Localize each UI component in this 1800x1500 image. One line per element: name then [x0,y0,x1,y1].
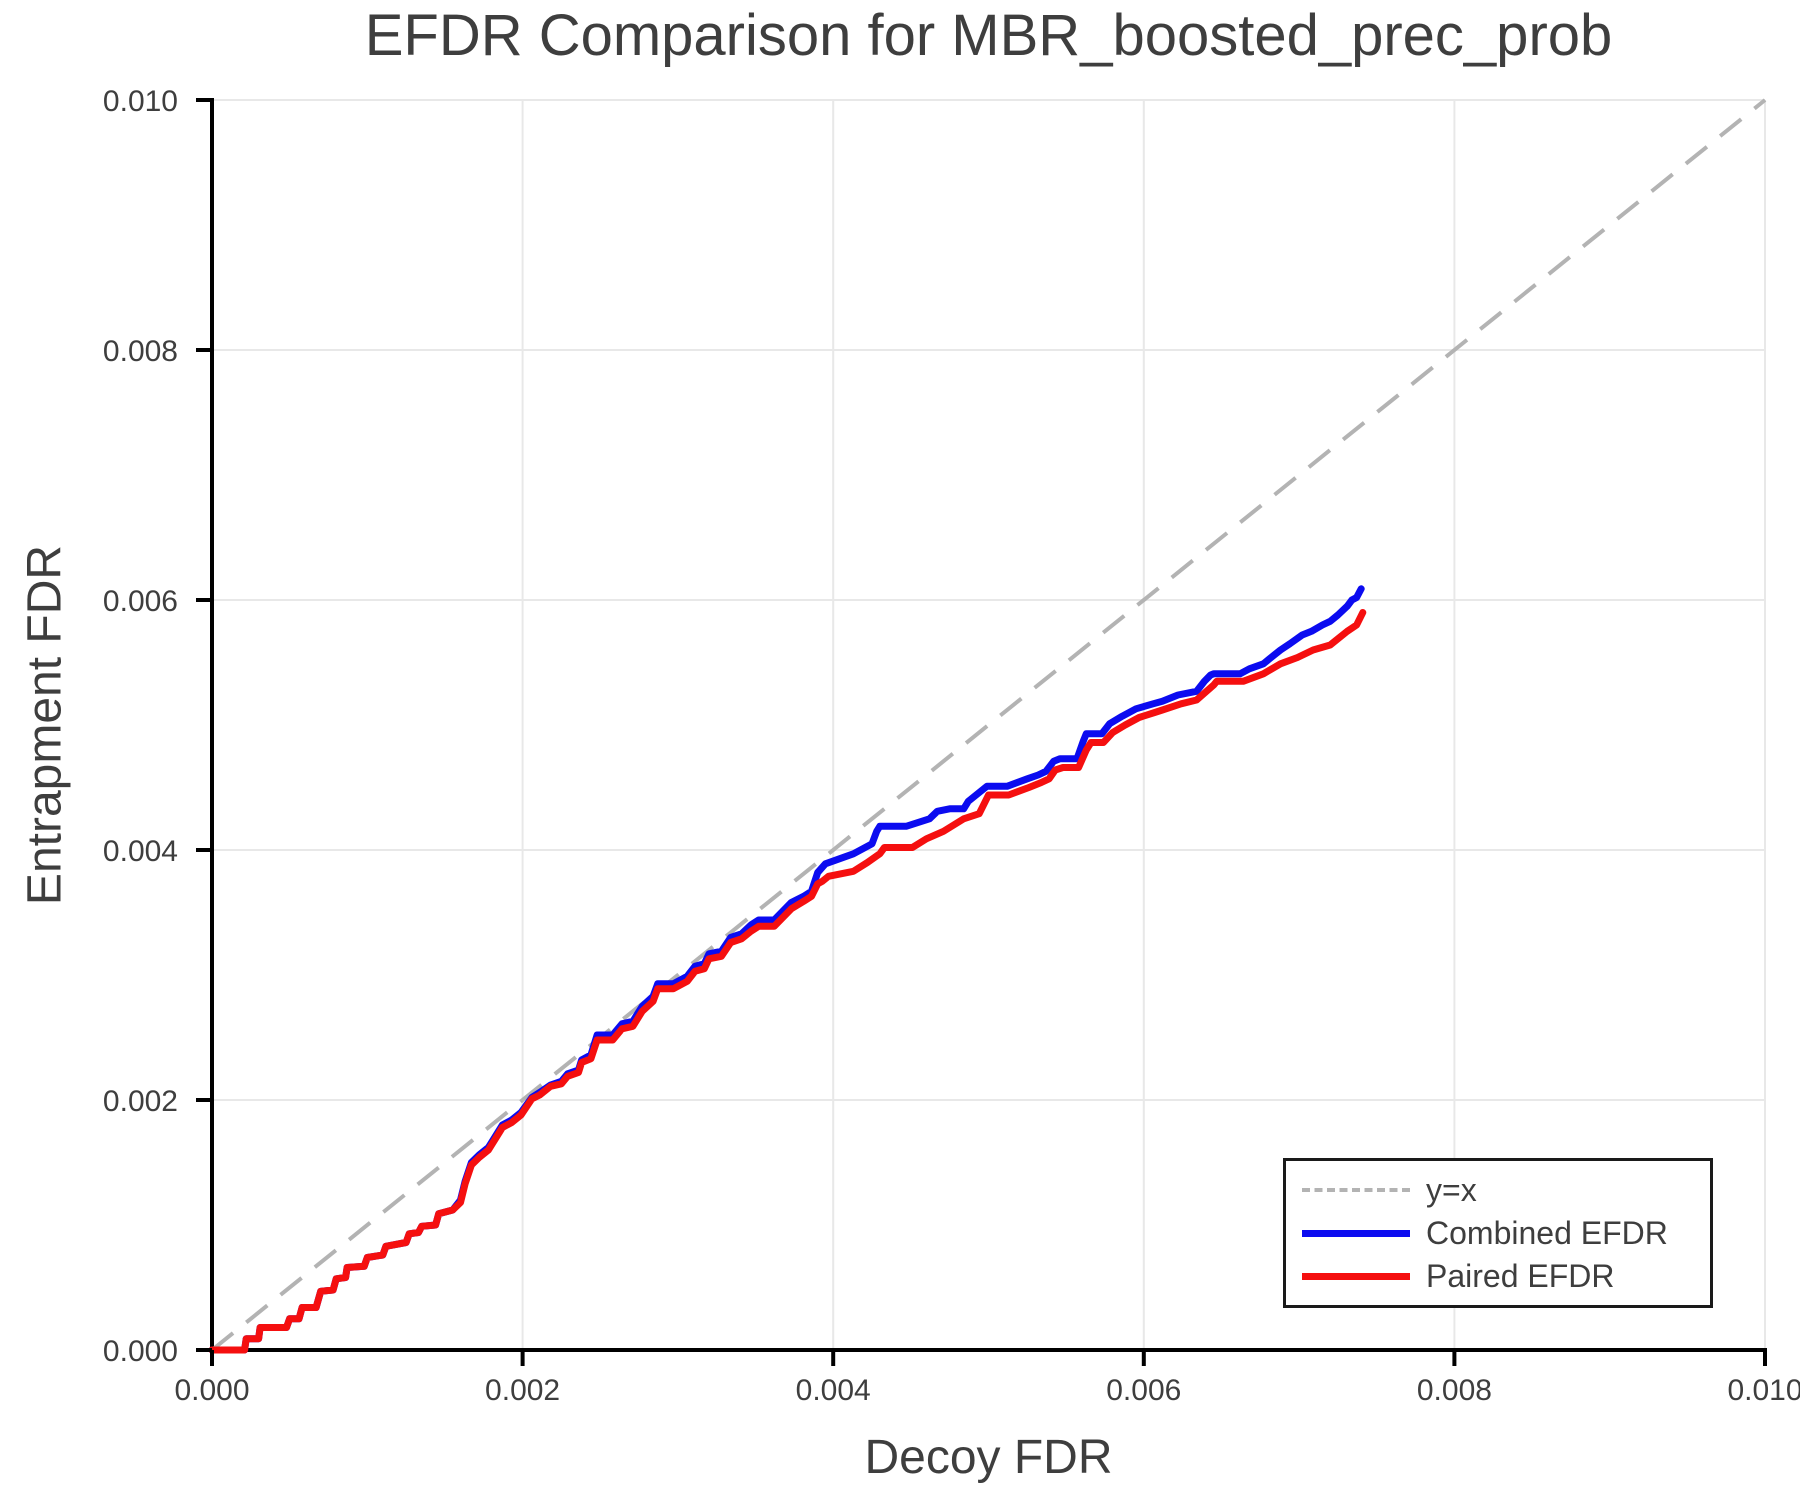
chart-title: EFDR Comparison for MBR_boosted_prec_pro… [364,3,1613,68]
legend-label-reference: y=x [1426,1172,1477,1208]
legend-row-combined: Combined EFDR [1286,1217,1710,1249]
reference-line-y-equals-x [210,98,1767,1352]
legend: y=x Combined EFDR Paired EFDR [1283,1158,1713,1308]
y-tick-label: 0.002 [103,1085,178,1118]
x-tick-label: 0.008 [1417,1374,1492,1407]
legend-row-reference: y=x [1286,1174,1710,1206]
paired-efdr-line [208,609,1367,1354]
y-tick-label: 0.006 [103,585,178,618]
dashed-line-sample-icon [1302,1188,1410,1192]
y-tick-label: 0.004 [103,835,178,868]
x-tick-label: 0.000 [174,1374,249,1407]
blue-line-sample-icon [1302,1229,1410,1237]
red-line-sample-icon [1302,1272,1410,1280]
legend-row-paired: Paired EFDR [1286,1260,1710,1292]
x-tick-label: 0.004 [796,1374,871,1407]
y-tick-label: 0.008 [103,335,178,368]
x-tick-label: 0.006 [1106,1374,1181,1407]
y-tick-label: 0.010 [103,85,178,118]
x-axis-label: Decoy FDR [864,1431,1113,1484]
y-axis-label: Entrapment FDR [18,544,72,906]
x-tick-label: 0.010 [1727,1374,1800,1407]
legend-label-paired: Paired EFDR [1426,1258,1615,1294]
y-tick-label: 0.000 [103,1335,178,1368]
legend-label-combined: Combined EFDR [1426,1215,1668,1251]
x-tick-label: 0.002 [485,1374,560,1407]
